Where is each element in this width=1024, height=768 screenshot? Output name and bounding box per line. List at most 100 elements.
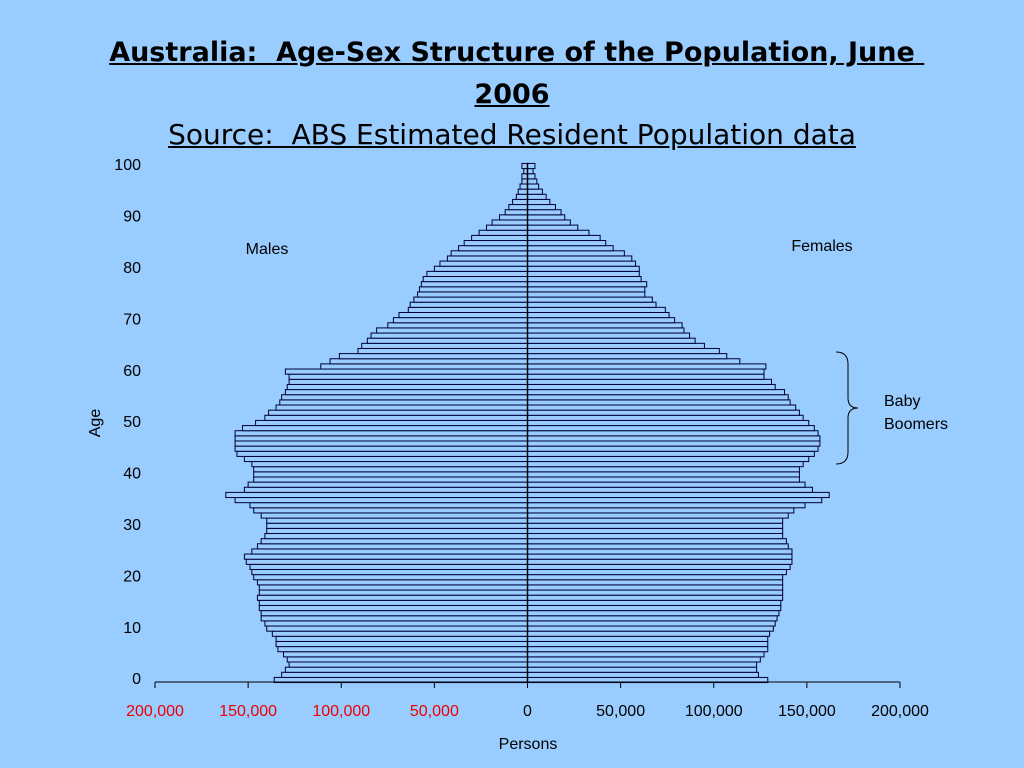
bar (527, 651, 765, 658)
bar (258, 604, 528, 612)
bar (527, 497, 823, 504)
bar (527, 522, 784, 529)
bar (260, 610, 528, 617)
bar (253, 574, 528, 581)
bar (527, 383, 776, 391)
bar (527, 435, 821, 442)
bar (527, 168, 534, 175)
bar (527, 409, 800, 416)
bar (284, 666, 528, 673)
bar (527, 255, 633, 262)
y-tick-label: 60 (123, 363, 141, 380)
bar (527, 425, 815, 432)
bar (242, 425, 528, 432)
bar (279, 399, 528, 406)
bar (527, 481, 806, 488)
bar (234, 440, 528, 447)
y-tick-label: 20 (123, 568, 141, 585)
x-tick-label: 150,000 (219, 703, 277, 720)
bar (527, 347, 720, 355)
bar (527, 625, 774, 632)
bar (268, 409, 528, 416)
bar (253, 476, 528, 483)
bar (357, 347, 529, 355)
x-tick-label: 50,000 (410, 703, 459, 720)
bar (527, 466, 800, 473)
bar (387, 322, 528, 329)
bar (370, 332, 528, 339)
bar (527, 373, 765, 380)
bar (527, 389, 786, 396)
bar (398, 311, 528, 319)
y-tick-label: 70 (123, 311, 141, 328)
bar (527, 342, 705, 349)
bar (512, 198, 528, 206)
bar (491, 219, 528, 226)
bar (527, 353, 728, 360)
bar (515, 193, 529, 200)
bar (258, 599, 528, 606)
bar (527, 461, 804, 468)
bar (527, 486, 813, 493)
bar (258, 584, 528, 591)
bar (266, 522, 528, 529)
bar (266, 517, 528, 524)
chart-subtitle: Source: ABS Estimated Resident Populatio… (168, 118, 856, 151)
bar (439, 260, 528, 267)
bar (527, 563, 791, 570)
bar (527, 445, 819, 452)
bar (527, 538, 787, 545)
bar (251, 548, 528, 555)
bar (527, 173, 536, 180)
bar (320, 363, 529, 370)
bar (255, 419, 528, 427)
bar (527, 337, 696, 344)
bar (260, 615, 528, 622)
bar (260, 538, 528, 545)
bar (236, 450, 528, 457)
bar (527, 543, 789, 550)
bar (245, 558, 528, 565)
bar (407, 306, 528, 313)
bar (271, 630, 528, 637)
x-tick-label: 100,000 (685, 703, 743, 720)
bar (527, 404, 797, 411)
y-tick-label: 10 (123, 620, 141, 637)
bar (527, 455, 810, 463)
bar (288, 378, 528, 385)
bar (527, 209, 562, 216)
bar (527, 666, 758, 673)
bar (527, 281, 648, 288)
bar (527, 610, 780, 617)
y-tick-label: 0 (132, 671, 141, 688)
bar (521, 178, 528, 185)
bar (463, 240, 528, 247)
annotation: Baby (884, 393, 920, 410)
bar (225, 491, 528, 499)
bar (527, 491, 830, 499)
bar (366, 337, 529, 344)
bar (527, 188, 543, 195)
bar (527, 296, 653, 303)
bar (527, 635, 769, 642)
bar (527, 368, 765, 375)
bar (234, 497, 528, 504)
bar (527, 476, 800, 483)
bar (499, 214, 528, 221)
bar (527, 527, 784, 535)
bar (527, 579, 784, 586)
bar (256, 543, 528, 550)
x-tick-label: 200,000 (126, 703, 184, 720)
bar (426, 270, 528, 278)
bar (527, 589, 784, 596)
bar (527, 378, 772, 385)
bar (527, 568, 787, 576)
bar (527, 291, 646, 298)
bar (281, 394, 528, 401)
bar (527, 599, 782, 606)
bar (527, 332, 691, 339)
bar (234, 435, 528, 442)
legend-label: Males (246, 241, 289, 258)
y-tick-label: 100 (114, 157, 141, 174)
